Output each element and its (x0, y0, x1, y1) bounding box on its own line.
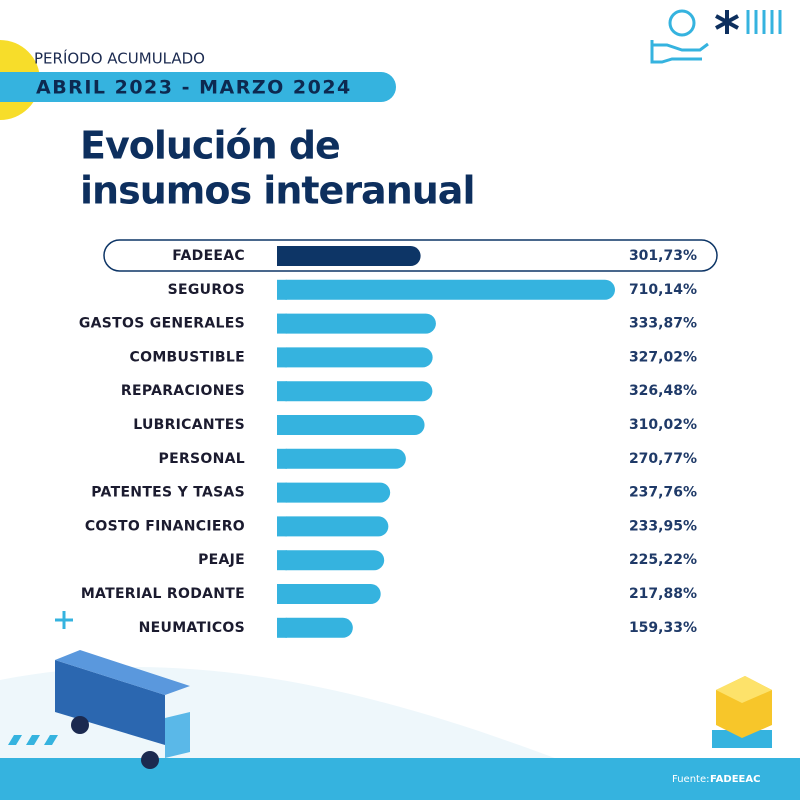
plus-icon (55, 611, 73, 629)
category-label: COMBUSTIBLE (130, 349, 245, 365)
bar (277, 584, 381, 604)
bar-base (277, 617, 287, 638)
box-icon (712, 676, 772, 748)
value-label: 217,88% (629, 586, 697, 602)
title-line: insumos interanual (80, 169, 474, 213)
category-label: PEAJE (198, 552, 245, 568)
category-label: SEGUROS (168, 282, 245, 298)
bar (277, 415, 425, 435)
value-label: 333,87% (629, 316, 697, 332)
value-label: 710,14% (629, 282, 697, 298)
truck-icon (8, 650, 190, 769)
bar-base (277, 279, 287, 300)
bar-base (277, 415, 287, 435)
value-label: 233,95% (629, 518, 697, 534)
category-label: MATERIAL RODANTE (81, 586, 245, 602)
value-label: 270,77% (629, 451, 697, 467)
category-label: FADEEAC (172, 248, 245, 264)
bar (277, 279, 615, 300)
title-line: Evolución de (80, 124, 340, 168)
source: FADEEAC (710, 774, 760, 785)
category-label: COSTO FINANCIERO (85, 518, 245, 534)
bar-base (277, 381, 287, 402)
money-icon (650, 9, 709, 64)
bar (277, 550, 385, 571)
bar (277, 516, 389, 537)
category-label: NEUMATICOS (139, 620, 245, 636)
bar (277, 482, 391, 503)
asterisk-icon (715, 10, 739, 34)
bar-base (277, 448, 287, 469)
category-label: PERSONAL (159, 451, 245, 467)
bar-base (277, 482, 287, 503)
category-label: LUBRICANTES (133, 417, 245, 433)
bar-base (277, 516, 287, 537)
category-label: GASTOS GENERALES (79, 316, 245, 332)
bar-base (277, 246, 287, 266)
bar (277, 448, 406, 469)
value-label: 327,02% (629, 349, 697, 365)
value-label: 237,76% (629, 485, 697, 501)
period-label: PERÍODO ACUMULADO (34, 49, 205, 68)
bar (277, 246, 421, 266)
footer-band (0, 758, 800, 800)
value-label: 225,22% (629, 552, 697, 568)
highlight-frame (103, 239, 718, 272)
bar-base (277, 584, 287, 604)
period-pill (0, 72, 396, 102)
value-label: 301,73% (629, 248, 697, 264)
value-label: 326,48% (629, 383, 697, 399)
source-label: Fuente: (672, 774, 709, 785)
bar-base (277, 347, 287, 368)
bars: FADEEAC 301,73% SEGUROS 710,14% GASTOS GENER… (79, 246, 697, 638)
bar (277, 617, 353, 638)
period: ABRIL 2023 - MARZO 2024 (36, 77, 352, 99)
value-label: 310,02% (629, 417, 697, 433)
bar-base (277, 550, 287, 571)
bar (277, 313, 436, 334)
stripes-icon (746, 10, 782, 34)
bar-base (277, 313, 287, 334)
bar (277, 347, 433, 368)
bar (277, 381, 433, 402)
value-label: 159,33% (629, 620, 697, 636)
category-label: REPARACIONES (121, 383, 245, 399)
category-label: PATENTES Y TASAS (91, 485, 245, 501)
